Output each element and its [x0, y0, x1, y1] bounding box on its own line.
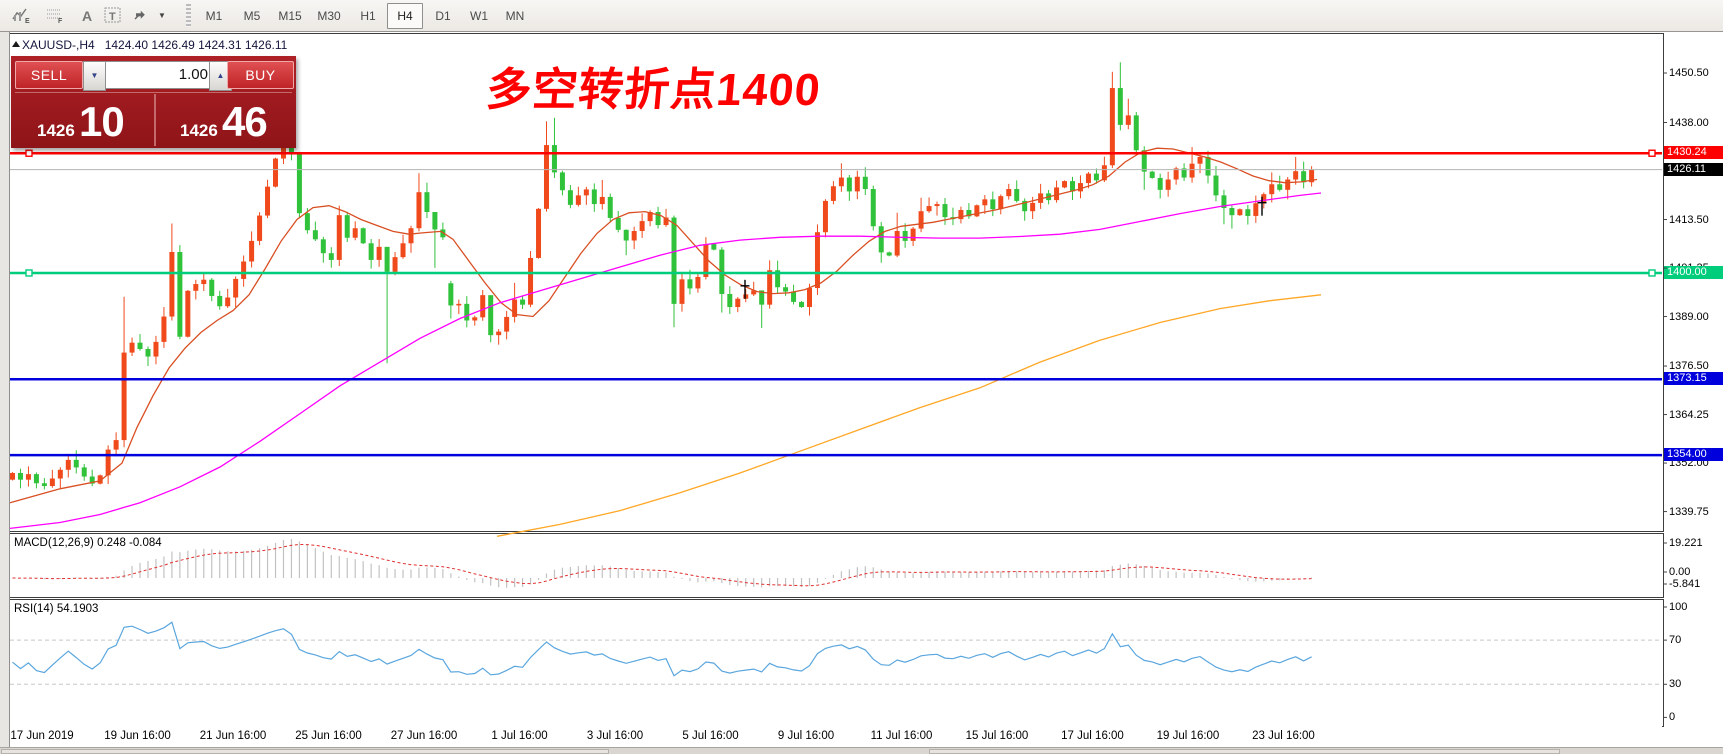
dropdown-caret-icon[interactable]: ▼ [158, 11, 166, 20]
time-axis-label: 17 Jul 16:00 [1061, 730, 1124, 742]
timeframe-button-m5[interactable]: M5 [243, 9, 261, 23]
timeframe-button-w1[interactable]: W1 [470, 9, 488, 23]
price-tick-label: 1438.00 [1669, 116, 1709, 129]
volume-decrease-button[interactable]: ▼ [83, 61, 106, 91]
time-axis-label: 17 Jun 2019 [10, 730, 74, 742]
timeframe-button-h4[interactable]: H4 [387, 3, 423, 29]
time-axis-label: 19 Jul 16:00 [1156, 730, 1220, 742]
svg-text:F: F [58, 18, 63, 24]
price-level-box: 1354.00 [1664, 448, 1723, 462]
sell-price-small: 1426 [37, 121, 75, 140]
macd-tick-label: 19.221 [1669, 537, 1703, 549]
price-tick-label: 1364.25 [1669, 408, 1709, 421]
time-axis-label: 25 Jun 16:00 [295, 730, 362, 742]
buy-button[interactable]: BUY [227, 61, 294, 89]
quote-symbol: XAUUSD-,H4 [22, 38, 95, 52]
macd-tick-label: -5.841 [1669, 578, 1701, 590]
divider [154, 94, 156, 146]
quote-line: XAUUSD-,H4 1424.40 1426.49 1424.31 1426.… [22, 38, 287, 52]
svg-text:T: T [109, 11, 116, 23]
time-axis-label: 21 Jun 16:00 [199, 730, 267, 742]
svg-text:A: A [82, 8, 92, 24]
one-click-trading-widget: SELL ▼ 1.00 ▲ BUY 1426 10 1426 46 [11, 56, 296, 148]
buy-price-display[interactable]: 1426 46 [156, 94, 292, 148]
text-box-icon[interactable]: T [100, 4, 126, 27]
price-tick-label: 1376.50 [1669, 360, 1709, 373]
divider [15, 92, 292, 93]
rsi-tick-label: 0 [1669, 711, 1676, 724]
price-tick-label: 1413.50 [1669, 213, 1709, 226]
rsi-label: RSI(14) 54.1903 [14, 603, 99, 615]
time-axis-label: 9 Jul 16:00 [777, 730, 835, 742]
rsi-panel[interactable] [9, 599, 1664, 727]
sell-price-big: 10 [79, 98, 125, 145]
status-bar-segment [929, 749, 1560, 754]
timeframe-button-h1[interactable]: H1 [360, 9, 376, 23]
time-axis[interactable]: 17 Jun 2019 19 Jun 16:00 21 Jun 16:00 25 Ju… [9, 726, 1662, 747]
time-axis-label: 19 Jun 16:00 [104, 730, 171, 742]
sell-button[interactable]: SELL [15, 61, 83, 89]
quote-ohlc: 1424.40 1426.49 1424.31 1426.11 [104, 38, 288, 52]
price-tick-label: 1389.00 [1669, 310, 1709, 323]
price-axis[interactable]: 1450.501438.001413.501401.251389.001376.… [1664, 33, 1723, 747]
timeframe-button-d1[interactable]: D1 [435, 9, 451, 23]
rsi-tick-label: 30 [1669, 678, 1682, 691]
time-axis-label: 27 Jun 16:00 [390, 730, 458, 742]
chart-annotation-text: 多空转折点1400 [484, 64, 823, 115]
macd-panel[interactable] [9, 533, 1664, 598]
price-tick-label: 1339.75 [1669, 505, 1709, 518]
sell-price-display[interactable]: 1426 10 [15, 94, 154, 148]
buy-price-big: 46 [222, 98, 268, 145]
grid-fibo-icon[interactable]: F [42, 4, 68, 27]
time-axis-label: 11 Jul 16:00 [870, 730, 933, 742]
rsi-tick-label: 100 [1669, 601, 1688, 613]
window-left-margin [0, 31, 10, 747]
timeframe-button-m1[interactable]: M1 [205, 9, 223, 23]
top-toolbar: E F A T ▼ M1 M5 M15 M30 H1 H4 D1 W1 MN [0, 0, 1723, 32]
price-tick-label: 1450.50 [1669, 67, 1709, 79]
macd-label: MACD(12,26,9) 0.248 -0.084 [14, 537, 162, 549]
time-axis-label: 15 Jul 16:00 [965, 730, 1029, 742]
timeframe-button-m15[interactable]: M15 [278, 9, 302, 23]
time-axis-label: 3 Jul 16:00 [586, 730, 644, 742]
rsi-tick-label: 70 [1669, 634, 1682, 647]
status-bar-segment [1, 749, 609, 754]
price-level-box: 1373.15 [1664, 372, 1723, 386]
timeframe-button-m30[interactable]: M30 [317, 9, 341, 23]
price-level-box: 1430.24 [1664, 146, 1723, 160]
text-a-icon[interactable]: A [74, 4, 100, 27]
toolbar-drag-handle-icon[interactable] [186, 4, 191, 27]
macd-tick-label: 0.00 [1669, 566, 1691, 578]
price-level-box: 1400.00 [1664, 265, 1723, 279]
volume-input[interactable]: 1.00 [105, 61, 214, 89]
time-axis-label: 23 Jul 16:00 [1252, 730, 1315, 742]
svg-text:E: E [25, 18, 30, 24]
buy-price-small: 1426 [180, 121, 218, 140]
time-axis-label: 1 Jul 16:00 [491, 730, 548, 742]
chart-collapse-arrow-icon[interactable] [12, 41, 20, 47]
price-level-box: 1426.11 [1664, 162, 1723, 176]
timeframe-button-mn[interactable]: MN [505, 9, 525, 23]
chart-expert-icon[interactable]: E [8, 4, 34, 27]
cycle-arrows-icon[interactable] [130, 4, 156, 27]
time-axis-label: 5 Jul 16:00 [682, 730, 739, 742]
volume-increase-button[interactable]: ▲ [209, 61, 232, 91]
